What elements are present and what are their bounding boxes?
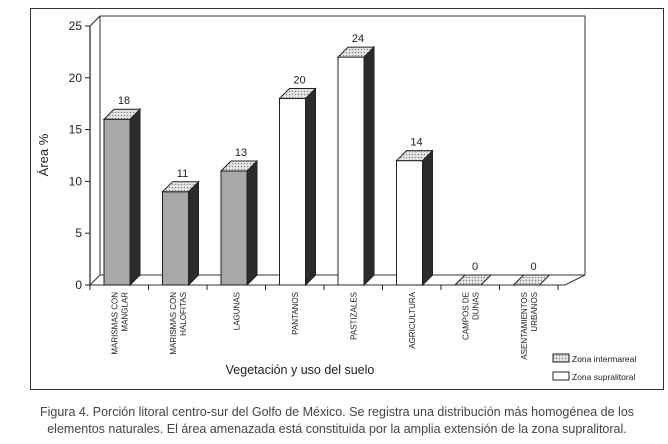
category-label: MARISMAS CON — [169, 292, 178, 355]
legend-swatch-supralitoral — [552, 371, 570, 381]
bar-side — [129, 108, 141, 287]
bar-top — [161, 181, 200, 193]
legend-swatch-intermareal — [552, 353, 570, 363]
bar — [278, 87, 317, 287]
category-label: ASENTAMIENTOS — [520, 292, 529, 360]
category-label: CAMPOS DE — [461, 292, 470, 340]
y-tick-label: 10 — [69, 174, 83, 188]
category-label: DUNAS — [471, 292, 480, 320]
bar-top — [219, 160, 259, 172]
bar — [219, 159, 259, 287]
y-tick-label: 25 — [69, 19, 83, 33]
bar-front — [103, 118, 131, 286]
bar-front — [279, 98, 306, 286]
bar-top — [512, 274, 551, 286]
data-label: 13 — [235, 147, 247, 159]
figure-caption: Figura 4. Porción litoral centro-sur del… — [10, 404, 664, 438]
bar-front — [220, 170, 248, 286]
category-label: PANTANOS — [291, 292, 300, 335]
bar — [453, 274, 493, 286]
y-axis-title: Área % — [36, 133, 51, 176]
bar — [336, 45, 376, 287]
y-tick-label: 20 — [69, 71, 83, 85]
legend-label: Zona supralitoral — [572, 372, 635, 382]
y-axis-top-edge — [89, 15, 101, 27]
category-label: PASTIZALES — [349, 292, 358, 340]
bar-side — [246, 159, 258, 287]
category-label: URBANOS — [530, 292, 539, 332]
bar-side — [305, 87, 316, 287]
y-tick-label: 5 — [75, 226, 82, 240]
data-label: 11 — [177, 168, 188, 180]
category-label: HALOFITAS — [179, 292, 188, 336]
bar-side — [188, 180, 199, 287]
caption-line-1: Figura 4. Porción litoral centro-sur del… — [39, 405, 635, 419]
data-label: 0 — [472, 261, 478, 273]
caption-line-2: elementos naturales. El área amenazada e… — [47, 422, 627, 436]
data-label: 18 — [118, 95, 130, 107]
bar-side — [363, 45, 375, 287]
category-label: LAGUNAS — [232, 292, 241, 330]
bar-top — [102, 108, 142, 120]
bar — [102, 108, 142, 287]
chart-back-wall — [99, 15, 586, 275]
bar — [395, 149, 434, 287]
bar — [161, 180, 200, 287]
data-label: 24 — [352, 33, 364, 45]
legend-label: Zona intermareal — [572, 354, 636, 364]
bar-front — [162, 191, 189, 286]
category-label: MANGLAR — [120, 292, 129, 332]
figure-frame — [30, 8, 664, 390]
bar-side — [422, 149, 433, 287]
y-tick-label: 15 — [69, 123, 83, 137]
bar — [512, 274, 551, 286]
category-label: AGRICULTURA — [408, 291, 417, 348]
x-axis-title: Vegetación y uso del suelo — [226, 363, 375, 377]
bar-top — [336, 46, 376, 58]
bar-top — [453, 274, 493, 286]
y-tick-label: 0 — [75, 278, 82, 292]
bar-chart: 0 5 10 15 20 25 Área % Vegetación y uso del sue… — [36, 15, 636, 382]
data-label: 0 — [530, 261, 536, 273]
bar-top — [278, 88, 317, 100]
bar-top — [395, 150, 434, 162]
data-label: 20 — [293, 75, 305, 87]
category-label: MARISMAS CON — [110, 292, 119, 355]
data-label: 14 — [410, 137, 422, 149]
bar-front — [337, 56, 365, 286]
bar-front — [396, 160, 423, 286]
